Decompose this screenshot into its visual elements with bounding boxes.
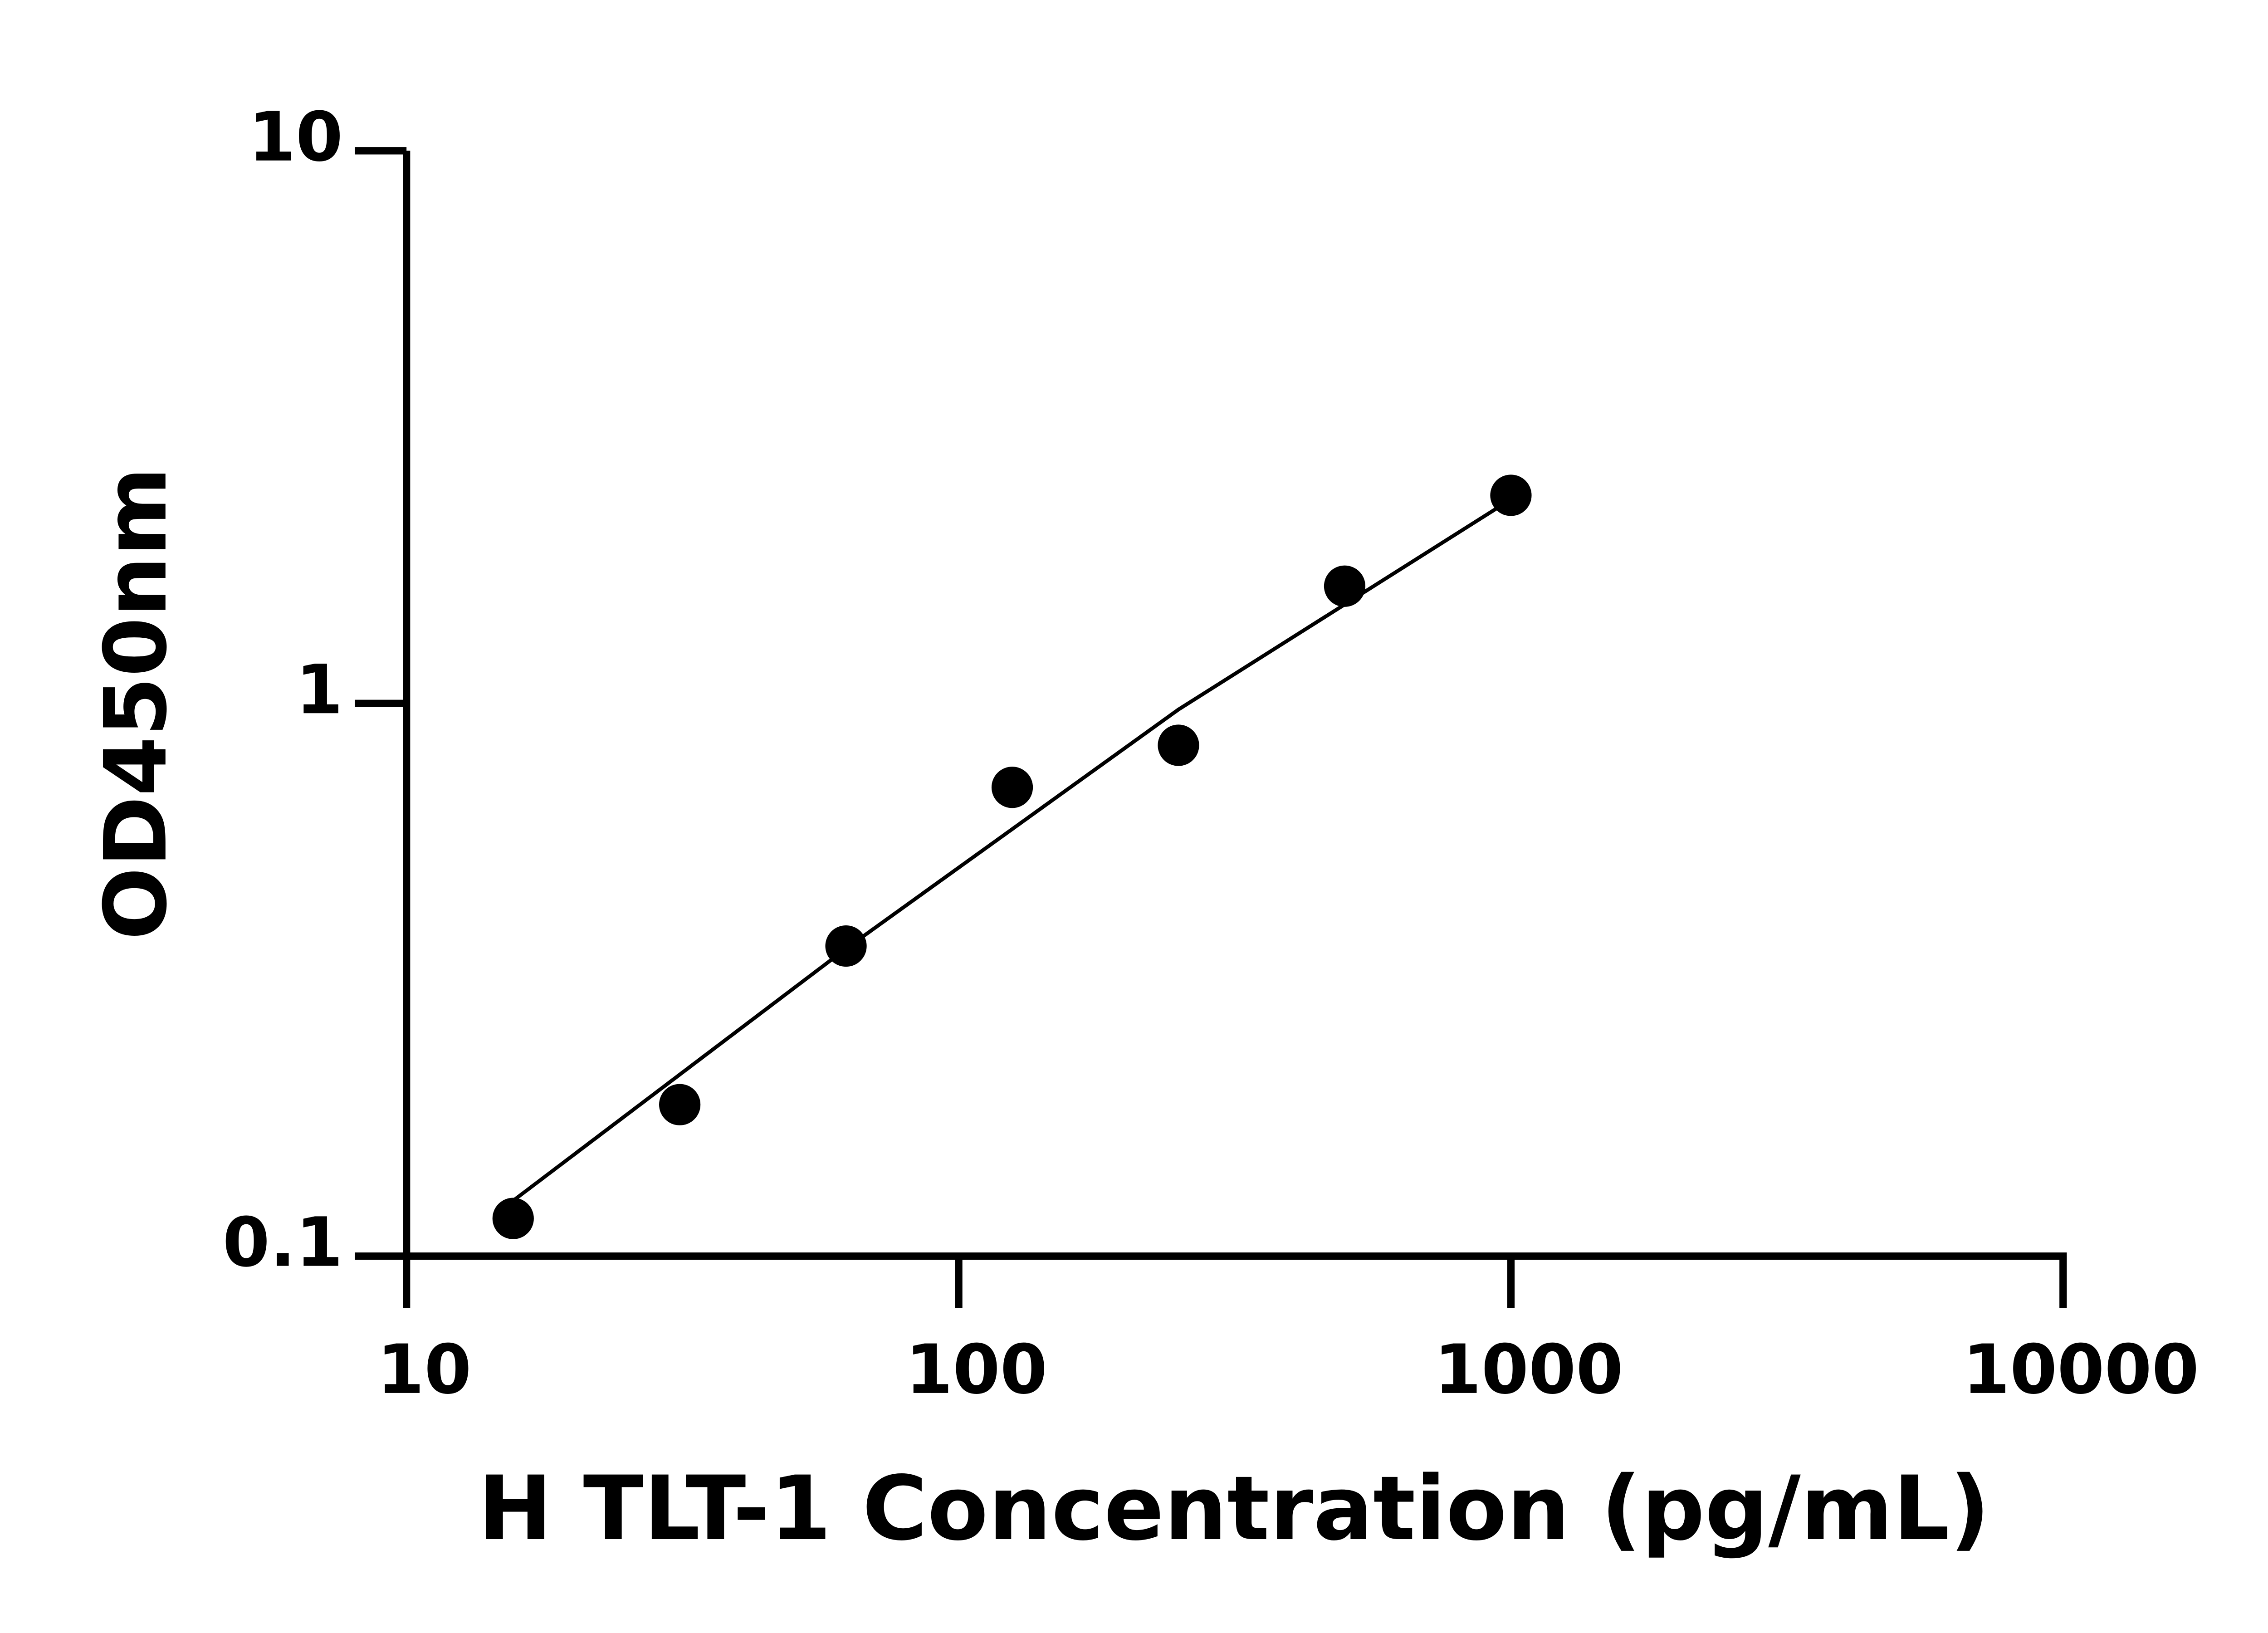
x-tick-label: 10 [377, 1330, 472, 1409]
y-tick-label: 10 [249, 98, 343, 177]
x-tick-label: 100 [905, 1330, 1047, 1409]
y-tick-label: 1 [296, 650, 343, 729]
data-point [991, 767, 1033, 808]
data-point [1490, 474, 1532, 516]
x-tick-label: 1000 [1434, 1330, 1623, 1409]
x-axis-label: H TLT-1 Concentration (pg/mL) [478, 1457, 1990, 1560]
y-tick-label: 0.1 [223, 1203, 343, 1282]
data-point [825, 925, 867, 967]
data-point [1324, 565, 1366, 607]
x-tick-label: 10000 [1963, 1330, 2199, 1409]
y-axis-label: OD450nm [86, 467, 186, 940]
data-point [492, 1198, 534, 1239]
data-point [1158, 724, 1199, 766]
data-point [659, 1084, 701, 1125]
